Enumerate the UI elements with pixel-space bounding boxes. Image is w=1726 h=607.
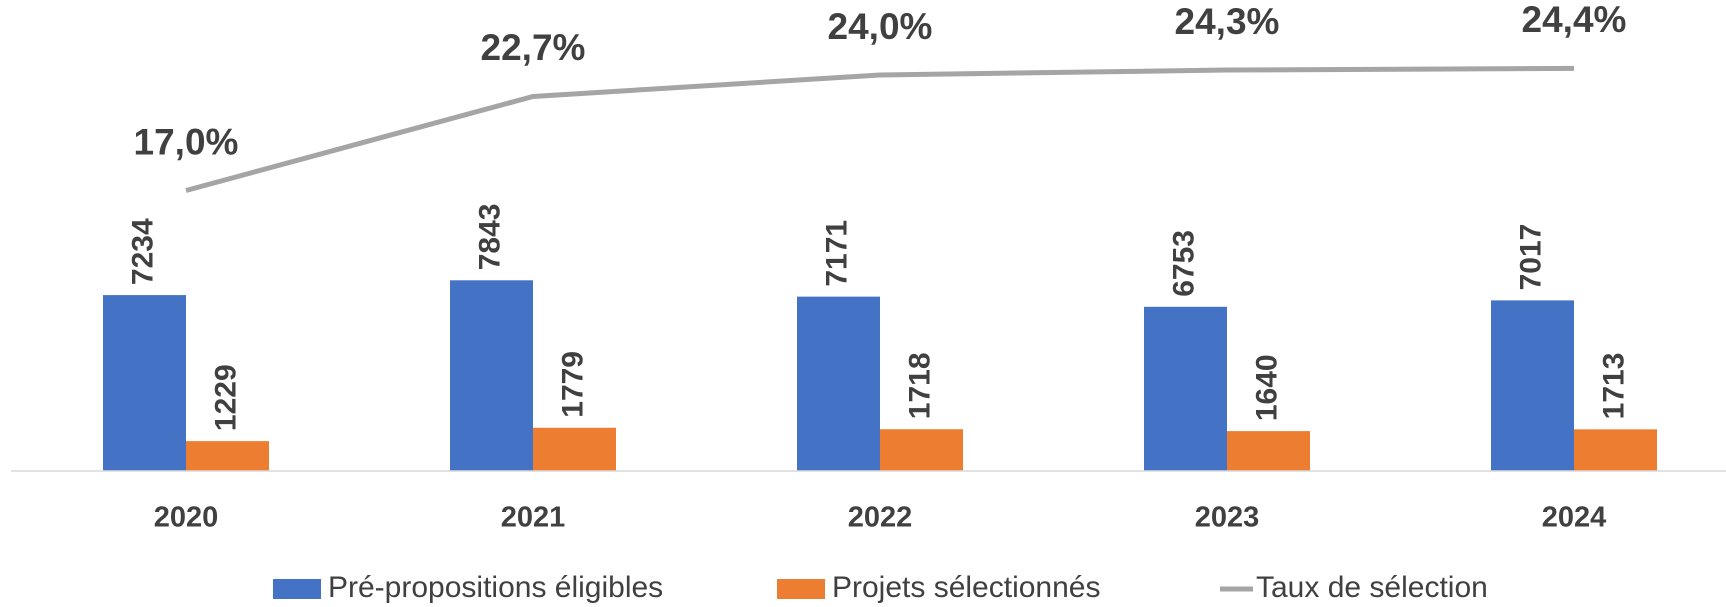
line-label: 17,0% xyxy=(134,121,239,162)
data-label: 6753 xyxy=(1167,230,1200,297)
bar xyxy=(186,441,269,471)
x-tick-label: 2023 xyxy=(1195,502,1260,534)
data-label: 1718 xyxy=(903,352,936,419)
line-label: 22,7% xyxy=(481,27,586,68)
legend-label: Projets sélectionnés xyxy=(832,571,1100,604)
bar xyxy=(103,295,186,471)
data-label: 1640 xyxy=(1250,354,1283,421)
data-label: 1779 xyxy=(556,351,589,418)
bar xyxy=(797,296,880,471)
bar xyxy=(1227,431,1310,471)
x-tick-label: 2022 xyxy=(848,502,913,534)
data-label: 7234 xyxy=(126,218,159,285)
bar xyxy=(1574,429,1657,471)
line-label: 24,4% xyxy=(1522,0,1627,40)
bar xyxy=(1144,306,1227,471)
data-label: 7017 xyxy=(1514,224,1547,291)
legend-swatch xyxy=(777,579,825,599)
legend-label: Taux de sélection xyxy=(1256,571,1488,604)
data-label: 1713 xyxy=(1597,353,1630,420)
data-label: 1229 xyxy=(209,364,242,431)
x-tick-label: 2020 xyxy=(154,502,219,534)
bar xyxy=(533,427,616,471)
line-label: 24,3% xyxy=(1175,1,1280,42)
bar xyxy=(880,429,963,471)
x-tick-label: 2024 xyxy=(1542,502,1607,534)
bar xyxy=(450,280,533,471)
line-label: 24,0% xyxy=(828,6,933,47)
legend-swatch xyxy=(273,579,321,599)
x-tick-label: 2021 xyxy=(501,502,566,534)
data-label: 7171 xyxy=(820,220,853,287)
bar xyxy=(1491,300,1574,471)
data-label: 7843 xyxy=(473,204,506,271)
legend-label: Pré-propositions éligibles xyxy=(328,571,663,604)
line xyxy=(185,65,1575,193)
